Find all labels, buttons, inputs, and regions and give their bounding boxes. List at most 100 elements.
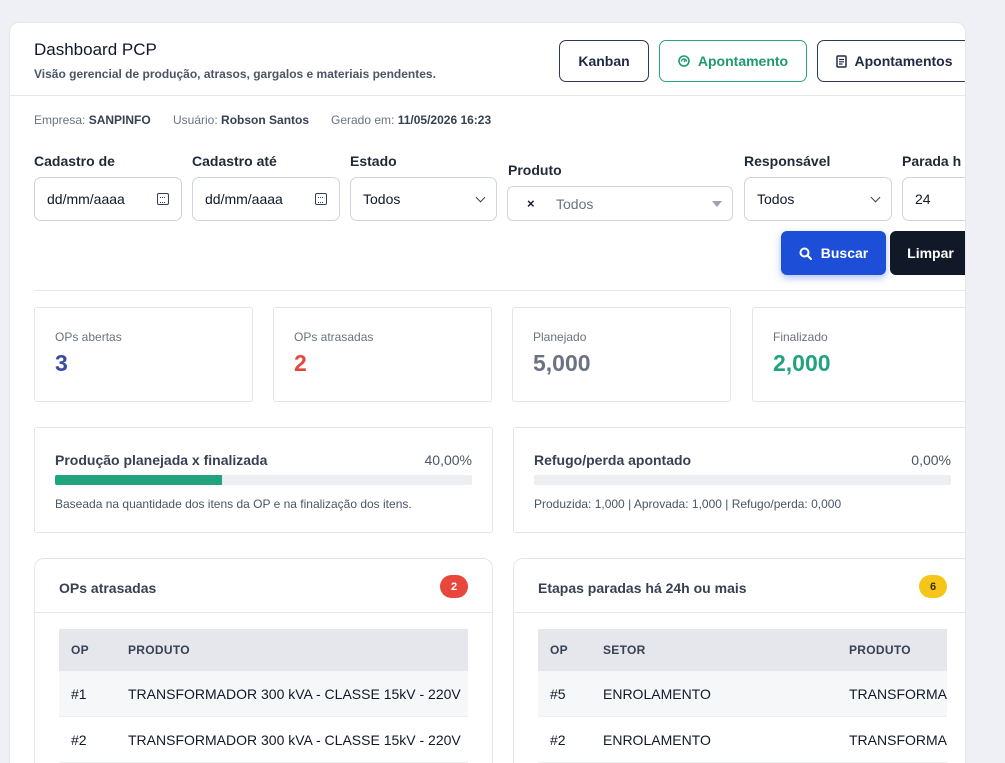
kpi-ops-abertas: OPs abertas 3 <box>34 307 253 402</box>
kpi-ops-atrasadas: OPs atrasadas 2 <box>273 307 492 402</box>
page-subtitle: Visão gerencial de produção, atrasos, ga… <box>34 67 436 81</box>
column-header-op[interactable]: OP <box>71 643 89 657</box>
column-header-op[interactable]: OP <box>550 643 568 657</box>
card-title: Etapas paradas há 24h ou mais <box>538 580 747 596</box>
caret-down-icon <box>712 201 722 207</box>
apontamento-button[interactable]: Apontamento <box>659 40 807 82</box>
progress-description: Baseada na quantidade dos itens da OP e … <box>55 497 412 511</box>
kpi-value: 2 <box>294 350 307 376</box>
card-header: Etapas paradas há 24h ou mais 6 <box>514 559 965 613</box>
column-header-produto[interactable]: PRODUTO <box>128 643 190 657</box>
progress-bar <box>55 475 472 485</box>
kanban-button-label: Kanban <box>578 53 630 69</box>
apontamentos-button[interactable]: Apontamentos <box>817 40 965 82</box>
progress-percent: 40,00% <box>424 452 472 468</box>
parada-label: Parada h <box>902 153 962 169</box>
kpi-value: 3 <box>55 350 68 376</box>
estado-select[interactable]: Todos <box>350 177 497 221</box>
produto-label: Produto <box>508 162 562 178</box>
cadastro-de-label: Cadastro de <box>34 153 115 169</box>
clear-selection-icon[interactable]: × <box>527 196 535 211</box>
column-header-setor[interactable]: SETOR <box>603 643 646 657</box>
estado-value: Todos <box>363 191 401 207</box>
buscar-button-label: Buscar <box>820 245 869 261</box>
kpi-value: 5,000 <box>533 350 591 376</box>
cell-op: #2 <box>550 732 566 748</box>
table-header: OP PRODUTO <box>59 629 468 671</box>
page-header: Dashboard PCP Visão gerencial de produçã… <box>10 23 965 96</box>
dashboard-card: Dashboard PCP Visão gerencial de produçã… <box>9 22 966 763</box>
cell-produto: TRANSFORMADOR 300 kVA - CLASSE 15kV - 22… <box>128 732 461 748</box>
kanban-button[interactable]: Kanban <box>559 40 649 82</box>
cadastro-ate-value: dd/mm/aaaa <box>205 191 283 207</box>
cell-op: #1 <box>71 686 87 702</box>
cell-setor: ENROLAMENTO <box>603 686 711 702</box>
producao-progress-card: Produção planejada x finalizada 40,00% B… <box>34 427 493 533</box>
meta-gerado: Gerado em: 11/05/2026 16:23 <box>331 113 491 127</box>
count-badge: 6 <box>919 575 947 598</box>
usuario-label: Usuário: <box>173 113 218 127</box>
kpi-planejado: Planejado 5,000 <box>512 307 731 402</box>
kpi-finalizado: Finalizado 2,000 <box>752 307 965 402</box>
progress-bar <box>534 475 951 485</box>
calendar-icon[interactable] <box>157 193 169 205</box>
responsavel-label: Responsável <box>744 153 831 169</box>
table-header: OP SETOR PRODUTO <box>538 629 947 671</box>
cadastro-de-value: dd/mm/aaaa <box>47 191 125 207</box>
card-header: OPs atrasadas 2 <box>35 559 492 613</box>
count-badge: 2 <box>440 575 468 598</box>
cadastro-ate-input[interactable]: dd/mm/aaaa <box>192 177 340 221</box>
column-header-produto[interactable]: PRODUTO <box>849 643 911 657</box>
progress-description: Produzida: 1,000 | Aprovada: 1,000 | Ref… <box>534 497 842 511</box>
calendar-icon[interactable] <box>315 193 327 205</box>
limpar-button-label: Limpar <box>907 245 954 261</box>
page-title: Dashboard PCP <box>34 40 157 59</box>
kpi-value: 2,000 <box>773 350 831 376</box>
etapas-paradas-table: OP SETOR PRODUTO #5 ENROLAMENTO TRANSFOR… <box>538 629 947 763</box>
buscar-button[interactable]: Buscar <box>781 231 886 275</box>
cell-op: #5 <box>550 686 566 702</box>
ops-atrasadas-table: OP PRODUTO #1 TRANSFORMADOR 300 kVA - CL… <box>59 629 468 763</box>
empresa-label: Empresa: <box>34 113 86 127</box>
cadastro-de-input[interactable]: dd/mm/aaaa <box>34 177 182 221</box>
usuario-value: Robson Santos <box>221 113 310 127</box>
table-row[interactable]: #2 TRANSFORMADOR 300 kVA - CLASSE 15kV -… <box>59 717 468 763</box>
gauge-icon <box>678 55 690 67</box>
document-icon <box>835 54 847 68</box>
estado-label: Estado <box>350 153 397 169</box>
progress-fill <box>55 475 222 485</box>
progress-percent: 0,00% <box>911 452 951 468</box>
apontamentos-button-label: Apontamentos <box>854 53 953 69</box>
kpi-label: OPs atrasadas <box>294 330 374 344</box>
cell-produto: TRANSFORMADOR <box>849 732 947 748</box>
produto-value: Todos <box>556 196 594 212</box>
cadastro-ate-label: Cadastro até <box>192 153 277 169</box>
gerado-label: Gerado em: <box>331 113 395 127</box>
table-row[interactable]: #5 ENROLAMENTO TRANSFORMADOR <box>538 671 947 717</box>
kpi-label: Planejado <box>533 330 587 344</box>
produto-select[interactable]: × Todos <box>507 186 733 221</box>
divider <box>34 290 965 291</box>
empresa-value: SANPINFO <box>88 113 151 127</box>
parada-value: 24 <box>915 191 931 207</box>
kpi-label: Finalizado <box>773 330 828 344</box>
progress-title: Produção planejada x finalizada <box>55 452 268 468</box>
table-row[interactable]: #1 TRANSFORMADOR 300 kVA - CLASSE 15kV -… <box>59 671 468 717</box>
responsavel-select[interactable]: Todos <box>744 177 892 221</box>
chevron-down-icon <box>475 192 486 202</box>
card-title: OPs atrasadas <box>59 580 157 596</box>
ops-atrasadas-card: OPs atrasadas 2 OP PRODUTO #1 TRANSFORMA… <box>34 558 493 763</box>
responsavel-value: Todos <box>757 191 795 207</box>
search-icon <box>799 247 812 260</box>
kpi-label: OPs abertas <box>55 330 122 344</box>
meta-usuario: Usuário: Robson Santos <box>173 113 309 127</box>
parada-input[interactable]: 24 <box>902 177 965 221</box>
chevron-down-icon <box>870 192 881 202</box>
meta-empresa: Empresa: SANPINFO <box>34 113 151 127</box>
refugo-progress-card: Refugo/perda apontado 0,00% Produzida: 1… <box>513 427 965 533</box>
cell-produto: TRANSFORMADOR 300 kVA - CLASSE 15kV - 22… <box>128 686 461 702</box>
table-row[interactable]: #2 ENROLAMENTO TRANSFORMADOR <box>538 717 947 763</box>
gerado-value: 11/05/2026 16:23 <box>397 113 492 127</box>
progress-title: Refugo/perda apontado <box>534 452 692 468</box>
limpar-button[interactable]: Limpar <box>890 231 965 275</box>
